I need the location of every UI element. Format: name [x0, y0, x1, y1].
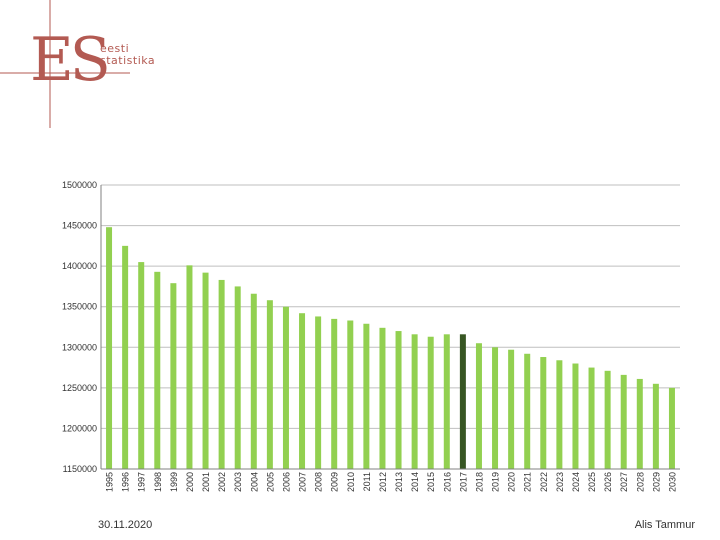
x-tick-label: 2000: [185, 472, 195, 492]
bar-2002: [218, 279, 225, 469]
y-tick-label: 1500000: [62, 180, 97, 190]
bar-2005: [266, 300, 273, 469]
bar-2026: [604, 370, 611, 469]
x-tick-label: 2019: [491, 472, 501, 492]
bar-2012: [379, 327, 386, 469]
x-tick-label: 2016: [442, 472, 452, 492]
bar-2030: [668, 387, 675, 469]
x-tick-label: 2025: [587, 472, 597, 492]
bar-2023: [556, 360, 563, 469]
x-tick-label: 2015: [426, 472, 436, 492]
bar-2001: [202, 272, 209, 469]
bar-2013: [395, 331, 402, 469]
x-tick-label: 2003: [233, 472, 243, 492]
bar-2014: [411, 334, 418, 469]
bar-2004: [250, 293, 257, 469]
bar-2025: [588, 367, 595, 469]
bar-2015: [427, 336, 434, 469]
y-tick-label: 1200000: [62, 423, 97, 433]
x-tick-label: 2017: [458, 472, 468, 492]
bar-2022: [540, 357, 547, 469]
x-tick-label: 2009: [330, 472, 340, 492]
footer-date: 30.11.2020: [98, 519, 153, 531]
x-tick-label: 2012: [378, 472, 388, 492]
y-tick-label: 1450000: [62, 221, 97, 231]
x-tick-label: 2023: [555, 472, 565, 492]
bar-1998: [154, 271, 161, 469]
bar-2007: [299, 313, 306, 469]
bar-2029: [652, 383, 659, 469]
bar-1999: [170, 283, 177, 469]
y-tick-label: 1350000: [62, 302, 97, 312]
footer-author: Alis Tammur: [634, 519, 695, 531]
logo-crosshair-lines: [0, 0, 130, 128]
x-tick-label: 2030: [667, 472, 677, 492]
x-tick-label: 1999: [169, 472, 179, 492]
x-tick-label: 2028: [635, 472, 645, 492]
y-tick-label: 1250000: [62, 383, 97, 393]
x-tick-label: 2007: [298, 472, 308, 492]
x-tick-label: 2024: [571, 472, 581, 492]
x-tick-label: 1998: [153, 472, 163, 492]
bar-2009: [331, 318, 338, 469]
y-tick-label: 1150000: [63, 464, 97, 474]
x-tick-label: 2010: [346, 472, 356, 492]
logo-line-1: eesti: [100, 42, 130, 55]
bar-1997: [138, 262, 145, 469]
x-tick-label: 2027: [619, 472, 629, 492]
y-tick-label: 1300000: [62, 342, 97, 352]
x-tick-label: 2018: [474, 472, 484, 492]
x-tick-label: 2013: [394, 472, 404, 492]
bar-2003: [234, 286, 241, 469]
bar-2017: [459, 334, 466, 469]
logo-wordmark: eesti statistika: [100, 43, 155, 67]
x-tick-label: 1997: [137, 472, 147, 492]
x-tick-label: 1996: [121, 472, 131, 492]
x-tick-label: 2014: [410, 472, 420, 492]
bar-1995: [106, 227, 113, 469]
y-tick-label: 1400000: [62, 261, 97, 271]
bar-2020: [508, 349, 515, 469]
x-tick-label: 2001: [201, 472, 211, 492]
x-tick-label: 2020: [507, 472, 517, 492]
x-tick-label: 2026: [603, 472, 613, 492]
bar-2000: [186, 265, 193, 469]
bar-2008: [315, 316, 322, 469]
bar-2010: [347, 320, 354, 469]
logo-line-2: statistika: [100, 54, 156, 67]
x-tick-label: 2005: [265, 472, 275, 492]
bar-2019: [492, 347, 499, 469]
bar-2027: [620, 374, 627, 469]
x-tick-label: 2004: [249, 472, 259, 492]
bar-1996: [122, 245, 129, 469]
bar-2021: [524, 353, 531, 469]
bar-2018: [475, 343, 482, 469]
x-tick-label: 2021: [523, 472, 533, 492]
x-tick-label: 1995: [105, 472, 115, 492]
bar-2028: [636, 378, 643, 469]
x-tick-label: 2002: [217, 472, 227, 492]
x-tick-label: 2008: [314, 472, 324, 492]
logo-mark: ES: [30, 25, 111, 95]
x-tick-label: 2022: [539, 472, 549, 492]
bar-2024: [572, 363, 579, 469]
x-tick-label: 2011: [362, 472, 372, 491]
bar-2016: [443, 334, 450, 469]
bar-2011: [363, 323, 370, 469]
bar-2006: [282, 306, 289, 469]
x-tick-label: 2029: [651, 472, 661, 492]
x-tick-label: 2006: [281, 472, 291, 492]
